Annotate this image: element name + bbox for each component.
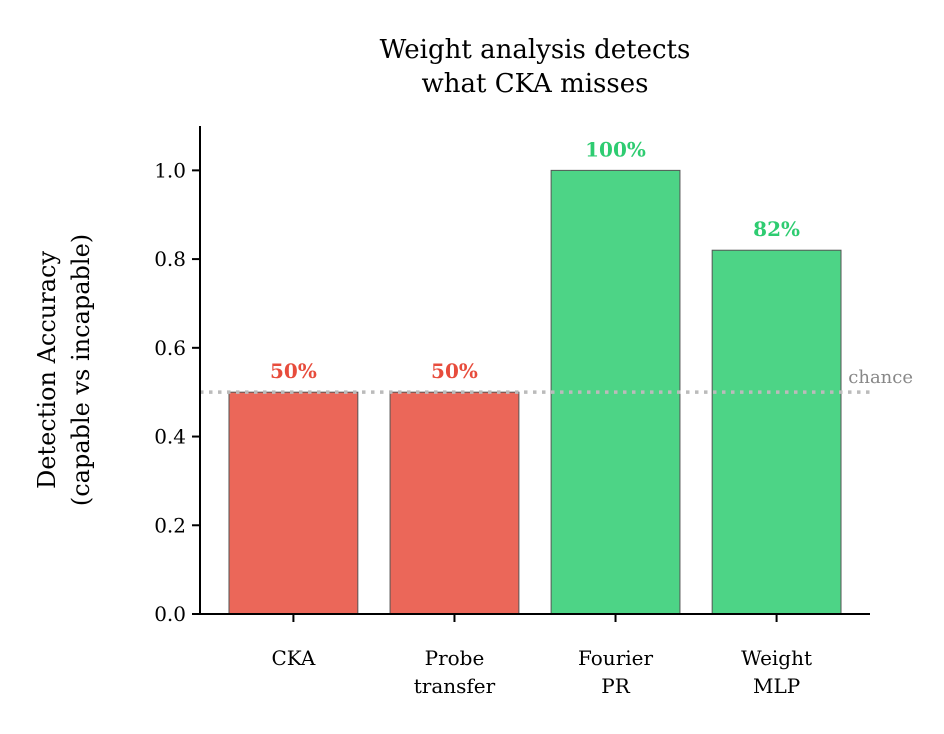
bar xyxy=(389,391,520,615)
bar xyxy=(711,249,842,615)
chance-label: chance xyxy=(848,367,913,388)
x-tick-label: Fourier xyxy=(578,646,653,670)
y-tick-label: 0.0 xyxy=(154,602,186,626)
y-tick-label: 0.6 xyxy=(154,336,186,360)
chart-title: Weight analysis detects what CKA misses xyxy=(380,35,691,99)
plot-area: 50% 50% 100% 82% chance 0.0 0.2 0.4 0.6 0.8 1.0 CKA… xyxy=(154,126,913,698)
y-label-line: (capable vs incapable) xyxy=(67,234,95,506)
data-label: 50% xyxy=(431,359,478,383)
data-label: 100% xyxy=(585,137,646,161)
data-label: 50% xyxy=(270,359,317,383)
y-axis-label: Detection Accuracy (capable vs incapable) xyxy=(33,234,95,506)
x-tick-label: transfer xyxy=(414,674,496,698)
x-tick-label: Probe xyxy=(425,646,485,670)
y-tick-label: 0.8 xyxy=(154,247,186,271)
title-line: what CKA misses xyxy=(422,69,649,99)
y-tick-label: 0.4 xyxy=(154,425,186,449)
x-tick-label: MLP xyxy=(753,674,800,698)
bar xyxy=(228,391,359,615)
y-tick-label: 0.2 xyxy=(154,513,186,537)
y-label-line: Detection Accuracy xyxy=(33,251,61,489)
data-label: 82% xyxy=(753,217,800,241)
x-tick-label: Weight xyxy=(741,646,812,670)
y-tick-label: 1.0 xyxy=(154,158,186,182)
title-line: Weight analysis detects xyxy=(380,35,691,65)
x-tick-label: CKA xyxy=(271,646,315,670)
x-tick-label: PR xyxy=(601,674,630,698)
